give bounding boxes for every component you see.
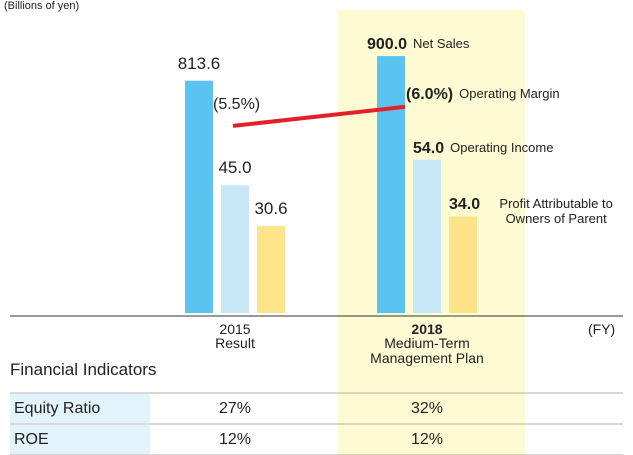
value-label: 45.0 [218, 158, 252, 178]
cell-value: 27% [218, 400, 252, 417]
value-label-group: 900.0 Net Sales [367, 36, 469, 54]
value-label: 34.0 [449, 196, 481, 214]
legend-label: Profit Attributable to Owners of Parent [499, 196, 613, 226]
table-title: Financial Indicators [10, 360, 157, 379]
value-label-group: 54.0 Operating Income [413, 140, 553, 158]
row-label-cell [10, 394, 150, 423]
bar [257, 226, 285, 313]
bar [185, 80, 213, 314]
x-tick-sublabel: Result [215, 335, 255, 351]
value-label: 900.0 [367, 36, 408, 54]
value-label: 54.0 [413, 139, 445, 157]
bar [221, 185, 249, 313]
x-unit: (FY) [588, 321, 616, 337]
value-label: (6.0%) [406, 86, 454, 103]
line [232, 104, 406, 128]
x-tick-sublabel: Medium-Term Management Plan [370, 335, 484, 366]
cell-value: 32% [410, 400, 444, 417]
bar [413, 159, 441, 313]
cell-value: 12% [410, 431, 444, 448]
row-label-cell [10, 425, 150, 454]
value-label: 813.6 [177, 53, 221, 73]
unit-label: (Billions of yen) [4, 0, 80, 12]
cell-value: 12% [218, 431, 252, 448]
bar [449, 216, 477, 313]
row-label: ROE [14, 431, 49, 448]
legend-label: Operating Income [450, 139, 554, 155]
x-tick-label: 2015 [219, 321, 251, 337]
value-label-group: 34.0 Profit Attributable to Owners of Par… [449, 196, 626, 226]
value-label: (5.5%) [213, 96, 261, 113]
x-tick-label: 2018 [411, 321, 443, 337]
row-label: Equity Ratio [14, 400, 101, 417]
legend-label: Net Sales [413, 36, 470, 52]
value-label-group: (6.0%) Operating Margin [406, 86, 560, 104]
legend-label: Operating Margin [459, 86, 560, 101]
bar [377, 56, 405, 314]
value-label: 30.6 [254, 199, 288, 219]
